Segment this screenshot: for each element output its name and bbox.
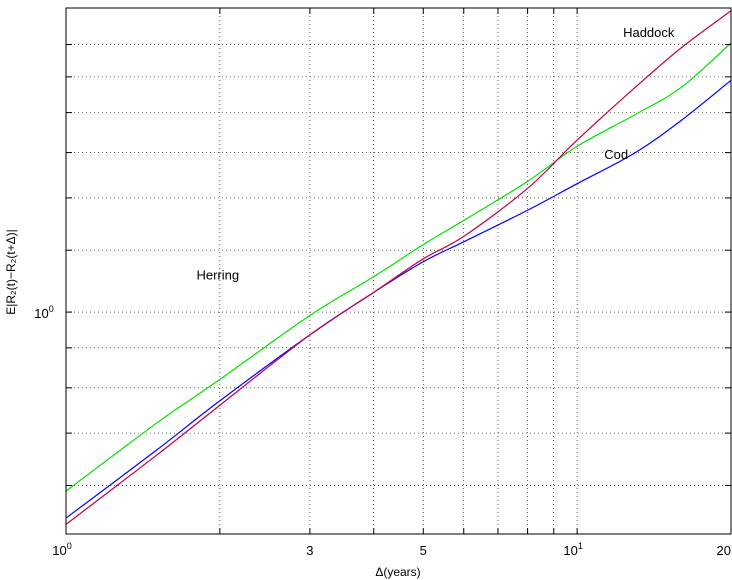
x-tick-label: 5 [420, 543, 427, 558]
series-line-cod [65, 79, 732, 519]
y-tick-label: 100 [34, 304, 53, 321]
ticks: 100 3 5 101 20 100 [34, 8, 732, 558]
y-axis-label: E|R₂(t)−R₂(t+Δ)| [4, 229, 18, 315]
series-lines [65, 10, 732, 525]
grid [66, 8, 732, 534]
series-labels: Herring Cod Haddock [196, 25, 674, 283]
x-tick-label: 3 [306, 543, 313, 558]
plot-frame [65, 7, 732, 535]
x-tick-label: 20 [717, 543, 731, 558]
x-axis-label: Δ(years) [375, 565, 420, 579]
series-label-herring: Herring [196, 268, 239, 283]
x-tick-label: 101 [563, 541, 582, 558]
x-tick-label: 100 [52, 541, 71, 558]
series-label-haddock: Haddock [623, 25, 675, 40]
series-line-herring [65, 42, 732, 492]
series-line-haddock [65, 10, 732, 525]
series-label-cod: Cod [604, 147, 628, 162]
